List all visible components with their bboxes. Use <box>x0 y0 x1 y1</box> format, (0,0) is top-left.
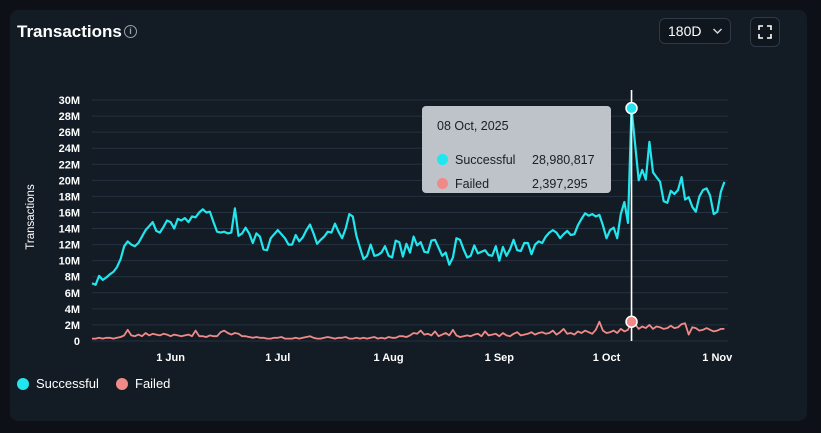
y-tick-label: 4M <box>65 304 80 316</box>
y-tick-label: 0 <box>74 336 80 348</box>
highlight-point-failed <box>625 315 638 328</box>
chart-title: Transactions <box>17 22 122 41</box>
x-tick-label: 1 Oct <box>593 352 621 364</box>
y-tick-label: 2M <box>65 320 80 332</box>
chevron-down-icon <box>712 19 723 53</box>
successful-dot-icon <box>17 378 29 390</box>
y-tick-label: 24M <box>59 143 80 155</box>
y-tick-label: 26M <box>59 127 80 139</box>
y-tick-label: 22M <box>59 159 80 171</box>
x-tick-label: 1 Nov <box>702 352 733 364</box>
y-tick-label: 6M <box>65 288 80 300</box>
tooltip-date: 08 Oct, 2025 <box>437 119 509 133</box>
tooltip-label: Successful <box>455 153 516 167</box>
tooltip-value: 28,980,817 <box>532 153 595 167</box>
failed-dot-icon <box>437 178 448 189</box>
y-tick-label: 14M <box>59 224 80 236</box>
y-axis-label: Transactions <box>25 184 37 250</box>
tooltip-value: 2,397,295 <box>532 177 588 191</box>
y-tick-label: 18M <box>59 191 80 203</box>
y-tick-label: 16M <box>59 207 80 219</box>
highlight-point-successful <box>625 101 638 115</box>
y-tick-label: 10M <box>59 256 80 268</box>
y-tick-label: 20M <box>59 175 80 187</box>
series-line-successful <box>91 106 726 286</box>
legend-label: Successful <box>36 376 99 391</box>
range-select[interactable]: 180D <box>659 18 731 44</box>
legend-label: Failed <box>135 376 171 391</box>
y-tick-label: 8M <box>65 272 80 284</box>
transactions-card <box>10 10 807 421</box>
x-tick-label: 1 Aug <box>373 352 403 364</box>
legend-item-successful[interactable]: Successful <box>17 376 99 391</box>
tooltip-row-successful: Successful 28,980,817 <box>437 153 595 167</box>
successful-dot-icon <box>437 154 448 165</box>
tooltip: 08 Oct, 2025 Successful 28,980,817 Faile… <box>422 106 611 193</box>
x-tick-label: 1 Jun <box>156 352 185 364</box>
tooltip-label: Failed <box>455 177 490 191</box>
x-tick-label: 1 Jul <box>265 352 290 364</box>
series-line-failed <box>92 320 725 340</box>
legend-item-failed[interactable]: Failed <box>116 376 170 391</box>
tooltip-row-failed: Failed 2,397,295 <box>437 177 588 191</box>
x-tick-label: 1 Sep <box>485 352 515 364</box>
failed-dot-icon <box>116 378 128 390</box>
fullscreen-icon <box>758 25 772 39</box>
fullscreen-button[interactable] <box>750 17 780 47</box>
info-circle-icon[interactable]: i <box>124 25 137 38</box>
y-tick-label: 12M <box>59 240 80 252</box>
range-select-label: 180D <box>668 23 702 39</box>
y-tick-label: 30M <box>59 95 80 107</box>
y-tick-label: 28M <box>59 111 80 123</box>
